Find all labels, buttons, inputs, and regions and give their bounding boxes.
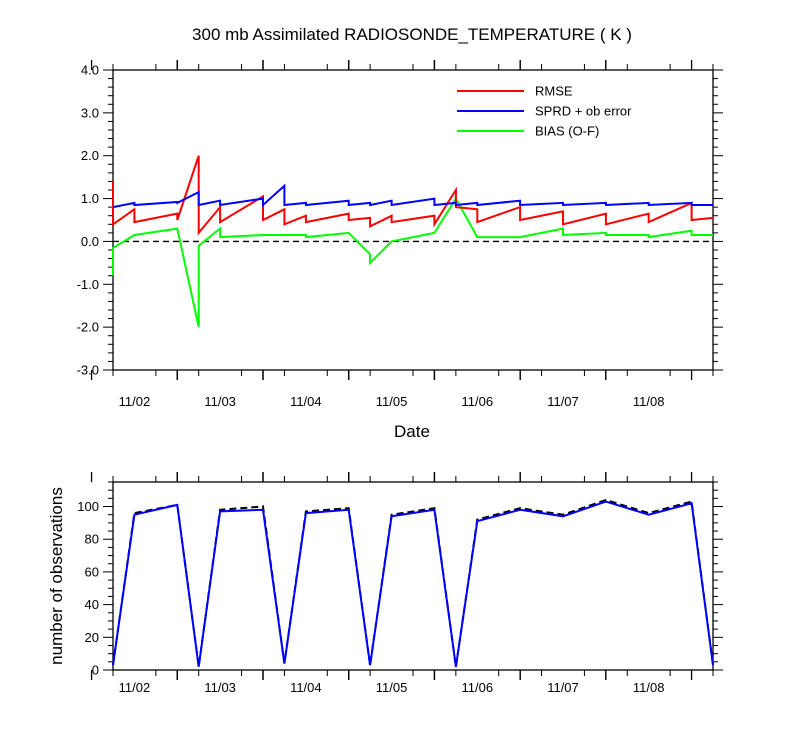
top-x-axis-label: Date	[394, 422, 430, 441]
bottom-x-tick-label: 11/03	[204, 680, 236, 695]
legend-bias-label: BIAS (O-F)	[535, 124, 599, 139]
top-y-tick-label: 3.0	[81, 105, 99, 120]
bottom-x-tick-label: 11/08	[633, 680, 665, 695]
bottom-y-tick-label: 0	[92, 663, 99, 678]
legend-sprd-label: SPRD + ob error	[535, 104, 632, 119]
top-x-tick-label: 11/03	[204, 394, 236, 409]
top-x-tick-label: 11/08	[633, 394, 665, 409]
bottom-y-tick-label: 60	[85, 564, 99, 579]
top-y-tick-label: 4.0	[81, 63, 99, 78]
bottom-x-tick-label: 11/07	[547, 680, 579, 695]
rmse-line	[112, 155, 714, 236]
observations-solid-line	[112, 500, 714, 667]
top-series-group	[112, 155, 714, 328]
bottom-y-axis: 0 20 40 60 80 100	[77, 481, 723, 678]
top-x-axis: 11/02 11/03 11/04 11/05 11/06 11/07 11/08	[90, 60, 714, 409]
bottom-y-axis-label: number of observations	[47, 487, 66, 665]
top-y-tick-label: -3.0	[77, 363, 99, 378]
top-x-tick-label: 11/07	[547, 394, 579, 409]
top-x-tick-label: 11/04	[290, 394, 322, 409]
top-y-tick-label: 1.0	[81, 191, 99, 206]
bottom-x-tick-label: 11/02	[119, 680, 151, 695]
bottom-x-tick-label: 11/06	[461, 680, 493, 695]
top-y-axis: -3.0 -2.0 -1.0 0.0 1.0 2.0 3.0 4.0	[77, 63, 723, 378]
legend-rmse-label: RMSE	[535, 84, 573, 99]
top-y-tick-label: 0.0	[81, 234, 99, 249]
legend: RMSE SPRD + ob error BIAS (O-F)	[457, 84, 632, 139]
bottom-x-tick-label: 11/04	[290, 680, 322, 695]
bottom-y-tick-label: 100	[77, 499, 99, 514]
bottom-series-group	[112, 498, 714, 667]
bottom-y-tick-label: 80	[85, 532, 99, 547]
top-y-tick-label: -2.0	[77, 320, 99, 335]
sprd-line	[112, 183, 713, 209]
bias-line	[112, 196, 713, 328]
bottom-y-tick-label: 20	[85, 630, 99, 645]
bottom-y-tick-label: 40	[85, 597, 99, 612]
top-x-tick-label: 11/05	[376, 394, 408, 409]
top-x-tick-label: 11/02	[119, 394, 151, 409]
top-x-tick-label: 11/06	[461, 394, 493, 409]
top-panel: -3.0-2.0-1.00.01.02.03.04.0 11/02 11/03 11…	[77, 60, 723, 441]
bottom-x-tick-label: 11/05	[376, 680, 408, 695]
bottom-x-axis: 11/02 11/03 11/04 11/05 11/06 11/07 11/08	[90, 472, 714, 695]
chart-title: 300 mb Assimilated RADIOSONDE_TEMPERATUR…	[192, 25, 632, 44]
top-y-tick-label: 2.0	[81, 148, 99, 163]
top-y-tick-label: -1.0	[77, 277, 99, 292]
